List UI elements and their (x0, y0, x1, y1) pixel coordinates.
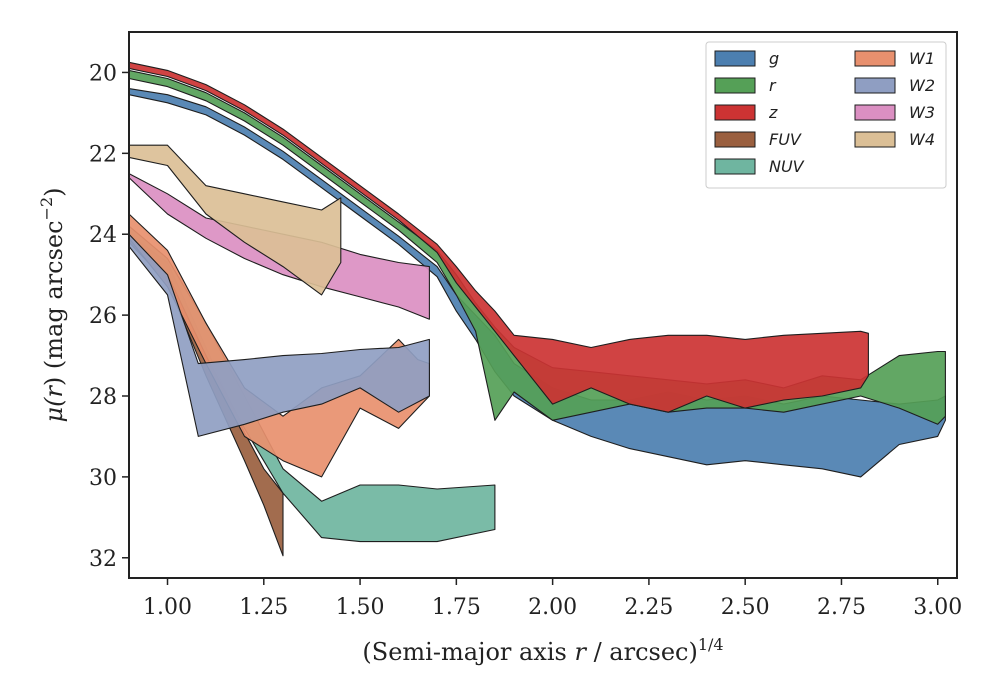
y-tick-label: 28 (89, 385, 117, 410)
x-tick-label: 1.25 (239, 595, 288, 620)
legend-swatch-r (714, 77, 756, 94)
legend-label-nuv: NUV (769, 157, 805, 176)
y-axis: 20 22 24 26 28 30 32 (89, 61, 129, 572)
y-tick-label: 24 (89, 223, 117, 248)
x-tick-label: 2.25 (624, 595, 673, 620)
x-tick-label: 2.50 (721, 595, 770, 620)
x-axis-label: (Semi-major axis r / arcsec)1/4 (362, 635, 723, 666)
legend-swatch-w3 (854, 104, 896, 121)
y-tick-label: 20 (89, 61, 117, 86)
legend-label-w4: W4 (909, 130, 935, 149)
series-layer (128, 61, 946, 557)
legend-swatch-z (714, 104, 756, 121)
x-tick-label: 3.00 (913, 595, 962, 620)
legend-label-w3: W3 (909, 103, 935, 122)
legend-label-w2: W2 (909, 76, 935, 95)
legend-label-g: g (769, 49, 779, 68)
legend-label-fuv: FUV (769, 130, 802, 149)
series-band-w2 (128, 233, 430, 437)
legend-swatch-w4 (854, 131, 896, 148)
x-tick-label: 1.75 (432, 595, 481, 620)
x-tick-label: 1.00 (143, 595, 192, 620)
legend-label-w1: W1 (909, 49, 935, 68)
y-tick-label: 30 (89, 466, 117, 491)
legend-swatch-g (714, 50, 756, 67)
x-tick-label: 1.50 (336, 595, 385, 620)
legend-swatch-fuv (714, 131, 756, 148)
x-tick-label: 2.75 (817, 595, 866, 620)
legend-swatch-w1 (854, 50, 896, 67)
y-tick-label: 26 (89, 304, 117, 329)
legend-label-r: r (769, 76, 777, 95)
legend: grz FUV NUV W1 W2 W3 W4 (705, 41, 947, 189)
y-tick-label: 22 (89, 142, 117, 167)
series-band-z (128, 61, 869, 413)
series-band-w4 (128, 144, 342, 296)
legend-label-z: z (768, 103, 778, 122)
legend-swatch-w2 (854, 77, 896, 94)
plot-frame (128, 31, 958, 579)
y-axis-label: μ(r) (mag arcsec−2) (37, 187, 68, 422)
x-axis: 1.00 1.25 1.50 1.75 2.00 2.25 2.50 2.75 3.00 (143, 578, 962, 620)
x-tick-label: 2.00 (528, 595, 577, 620)
legend-swatch-nuv (714, 158, 756, 175)
y-tick-label: 32 (89, 547, 117, 572)
